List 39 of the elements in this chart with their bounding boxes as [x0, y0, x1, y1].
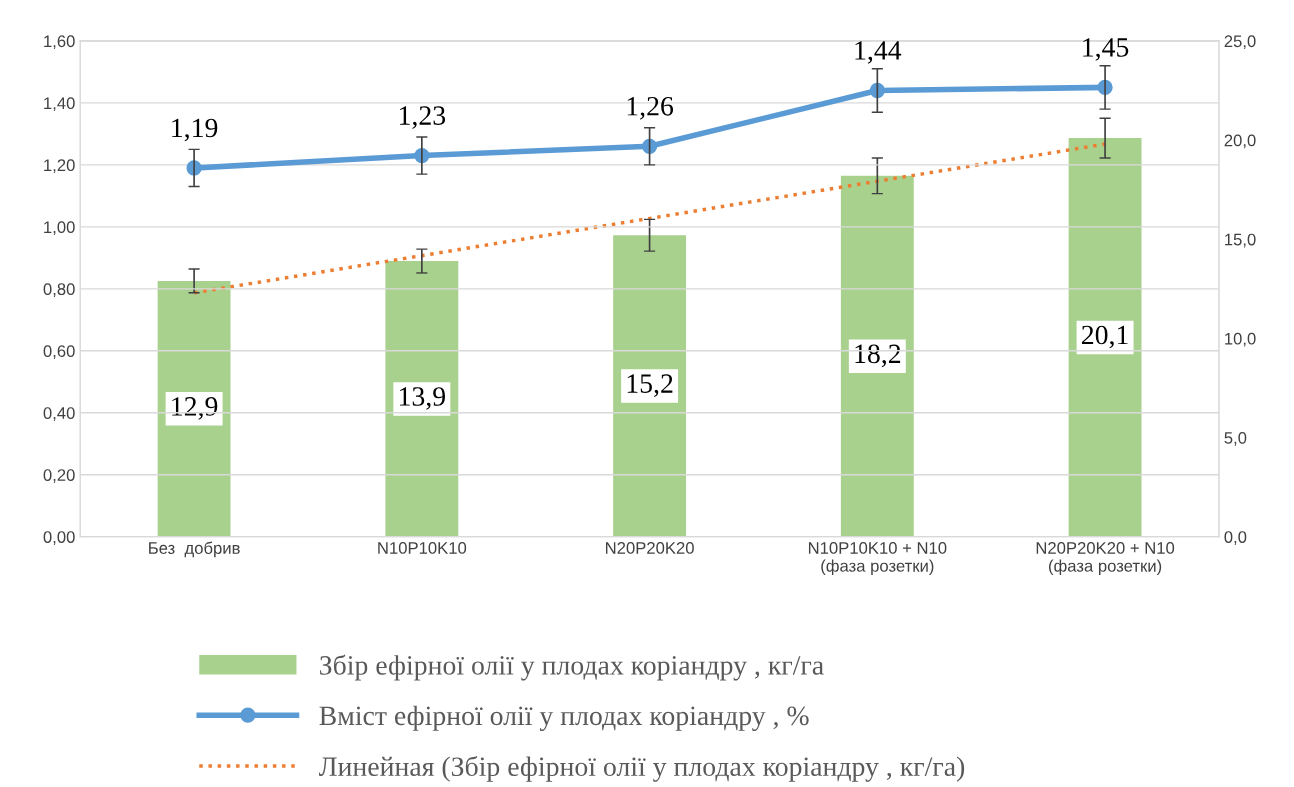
y-tick-label: 1,20: [44, 159, 75, 174]
data-label: 15,2: [627, 374, 673, 397]
y2-tick-label: 20,0: [1224, 134, 1256, 149]
data-label: 13,9: [399, 387, 446, 410]
x-tick-label: N20P20K20 + N10 (фаза розетки): [1036, 542, 1175, 576]
y-tick-label: 1,40: [44, 97, 75, 112]
y-tick-label: 1,00: [44, 221, 75, 236]
bar: [840, 175, 914, 537]
y2-tick-label: 25,0: [1224, 35, 1256, 50]
data-label: 18,2: [855, 344, 901, 368]
data-label: 1,45: [1083, 38, 1129, 61]
y-tick-label: 0,60: [43, 345, 75, 359]
bar: [385, 261, 459, 537]
y2-tick-label: 10,0: [1225, 332, 1256, 347]
y2-tick-label: 5,0: [1224, 431, 1247, 446]
bar: [1068, 138, 1142, 537]
data-label: 1,23: [399, 106, 446, 129]
y-tick-label: 1,60: [44, 35, 75, 50]
data-label: 1,44: [855, 41, 902, 64]
data-label: 1,19: [172, 118, 218, 142]
data-label: 1,26: [627, 96, 674, 120]
y-tick-label: 0,00: [43, 531, 75, 545]
y-tick-label: 0,40: [43, 407, 75, 421]
data-label: 12,9: [172, 397, 218, 420]
x-tick-label: Без добрив: [149, 541, 240, 558]
y-tick-label: 0,20: [43, 469, 75, 483]
legend-label: Линейная (Збір ефірної олії у плодах коріандру , кг/га): [318, 755, 965, 782]
bar: [613, 235, 687, 537]
data-label: 20,1: [1081, 325, 1128, 349]
y2-tick-label: 15,0: [1225, 233, 1256, 248]
x-tick-label: N20P20K20: [606, 542, 694, 554]
legend-label: Вміст ефірної олії у плодах коріандру , %: [319, 705, 809, 731]
bar: [157, 280, 231, 537]
point: [641, 138, 658, 154]
y2-tick-label: 0,0: [1224, 531, 1247, 545]
x-tick-label: N10P10K10: [378, 542, 467, 554]
x-tick-label: N10P10K10 + N10 (фаза розетки): [808, 542, 947, 576]
legend-label: Збір ефірної олії у плодах коріандру , кг/га: [320, 654, 824, 681]
y-tick-label: 0,80: [43, 283, 75, 297]
